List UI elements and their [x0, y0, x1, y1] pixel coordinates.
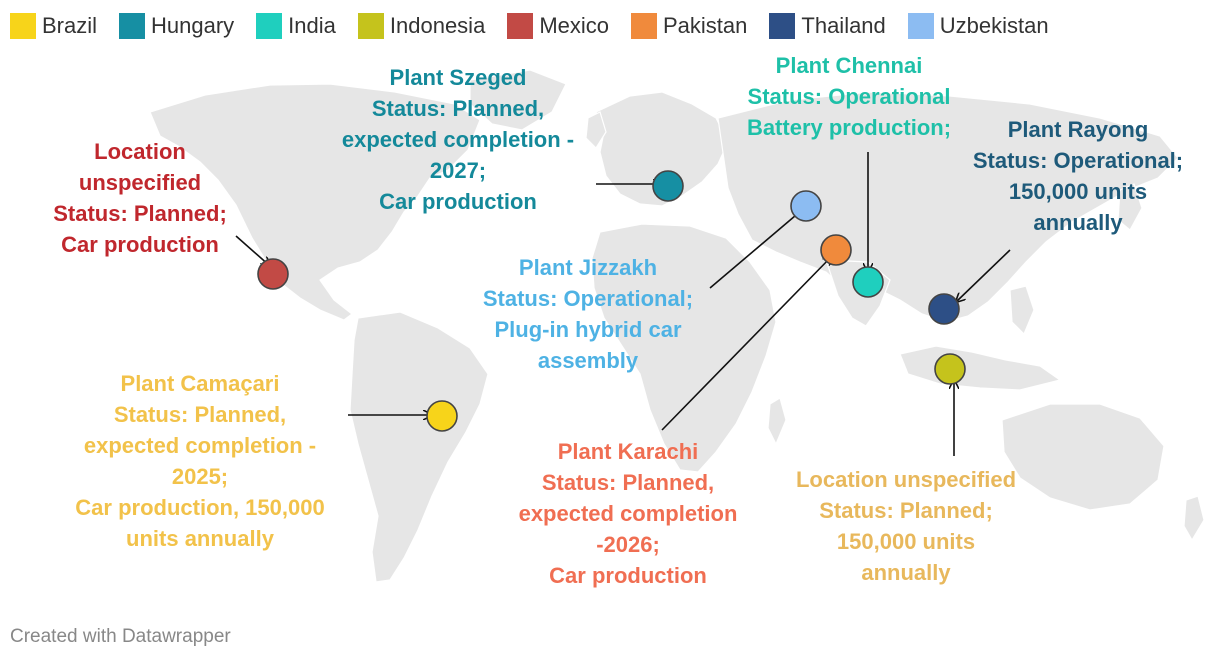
legend-swatch — [10, 13, 36, 39]
europe-landmass — [595, 91, 729, 207]
africa-landmass — [591, 223, 777, 473]
legend-swatch — [631, 13, 657, 39]
legend-label: Thailand — [801, 13, 886, 38]
callout-indonesia: Location unspecified Status: Planned; 15… — [795, 467, 1017, 585]
legend-swatch — [357, 13, 384, 39]
legend-item-thailand: Thailand — [769, 13, 886, 39]
callout-hungary: Plant Szeged Status: Planned, expected c… — [341, 65, 575, 214]
marker-uzbekistan[interactable] — [790, 190, 822, 222]
arrow-pakistan — [661, 256, 832, 431]
arrow-uzbekistan — [709, 210, 802, 289]
credit-text: Created with Datawrapper — [10, 626, 231, 647]
north-america-landmass — [149, 83, 481, 321]
arrows — [235, 152, 1011, 456]
legend-swatch — [507, 13, 534, 39]
greenland-landmass — [469, 69, 567, 131]
japan-landmass — [1117, 183, 1143, 231]
marker-indonesia[interactable] — [934, 353, 966, 385]
south-america-landmass — [349, 311, 489, 583]
legend-item-mexico: Mexico — [507, 13, 609, 39]
philippines-landmass — [1009, 285, 1035, 336]
uk-landmass — [585, 111, 607, 149]
legend-swatch — [907, 13, 934, 39]
new-zealand-landmass — [1183, 495, 1205, 542]
marker-thailand[interactable] — [928, 293, 960, 325]
callout-thailand: Plant Rayong Status: Operational; 150,00… — [972, 117, 1184, 235]
legend-label: Pakistan — [663, 13, 748, 38]
legend-label: Mexico — [539, 13, 609, 38]
legend-label: India — [288, 13, 336, 38]
legend-item-india: India — [256, 13, 336, 39]
marker-pakistan[interactable] — [820, 234, 852, 266]
callout-uzbekistan: Plant Jizzakh Status: Operational; Plug-… — [482, 255, 694, 373]
arrow-thailand — [956, 249, 1011, 302]
legend-label: Hungary — [151, 13, 235, 38]
callout-india: Plant Chennai Status: Operational Batter… — [746, 53, 952, 140]
legend-item-brazil: Brazil — [10, 13, 97, 39]
marker-hungary[interactable] — [652, 170, 684, 202]
legend-item-pakistan: Pakistan — [631, 13, 747, 39]
marker-brazil[interactable] — [426, 400, 458, 432]
legend-item-hungary: Hungary — [119, 13, 234, 39]
marker-mexico[interactable] — [257, 258, 289, 290]
legend-swatch — [769, 13, 796, 39]
australia-landmass — [1001, 403, 1165, 511]
markers — [257, 170, 966, 432]
madagascar-landmass — [767, 397, 787, 446]
legend-item-uzbekistan: Uzbekistan — [907, 13, 1049, 39]
indonesia-landmass — [899, 345, 1062, 391]
legend-swatch — [119, 13, 146, 39]
legend-label: Indonesia — [389, 13, 486, 38]
legend-swatch — [256, 13, 283, 39]
legend-label: Uzbekistan — [939, 13, 1049, 38]
legend-item-indonesia: Indonesia — [357, 13, 486, 39]
callout-mexico: Location unspecified Status: Planned; Ca… — [53, 139, 227, 257]
legend-label: Brazil — [42, 13, 98, 38]
legend: Brazil Hungary India Indonesia Mexico Pa… — [10, 10, 1210, 42]
callout-pakistan: Plant Karachi Status: Planned, expected … — [518, 439, 738, 588]
callout-brazil: Plant Camaçari Status: Planned, expected… — [75, 371, 325, 551]
marker-india[interactable] — [852, 266, 884, 298]
